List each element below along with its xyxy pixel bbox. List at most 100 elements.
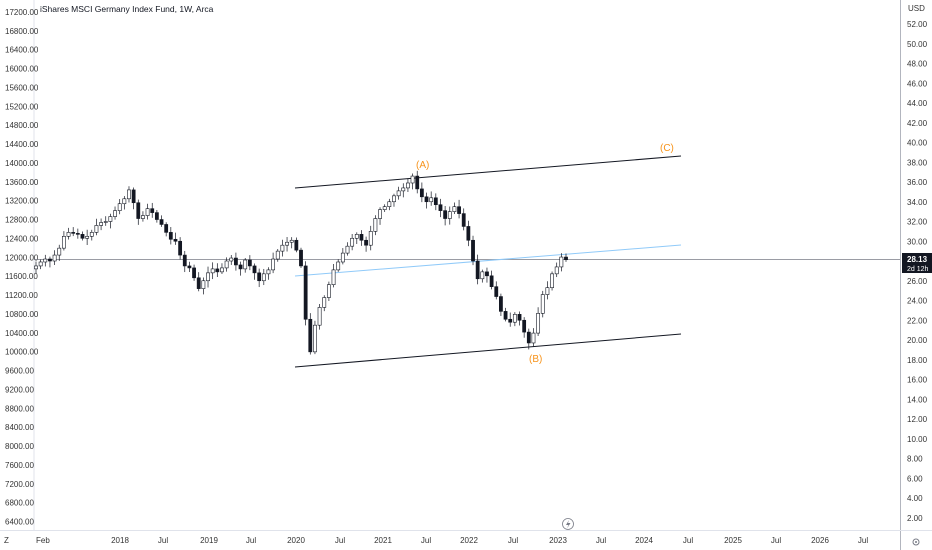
z-icon[interactable]: Z [4,536,9,545]
candle[interactable] [215,263,220,277]
candle[interactable] [475,254,480,285]
candle[interactable] [224,257,229,272]
candle[interactable] [564,253,568,262]
candle[interactable] [331,264,336,288]
candle[interactable] [99,218,103,231]
candle[interactable] [150,202,155,218]
candle[interactable] [127,186,131,203]
candle[interactable] [289,237,294,249]
candle[interactable] [517,311,522,326]
candle[interactable] [410,173,415,190]
candle[interactable] [192,264,196,281]
candle[interactable] [531,328,536,347]
candle[interactable] [238,261,243,276]
candle[interactable] [345,242,350,256]
candle[interactable] [485,267,489,283]
candle[interactable] [113,206,117,220]
candle[interactable] [433,193,438,211]
candle[interactable] [508,312,513,327]
candle[interactable] [108,213,113,229]
candle[interactable] [336,259,341,272]
candle[interactable] [522,317,527,338]
candle[interactable] [122,196,127,210]
candle[interactable] [252,263,257,280]
candle[interactable] [419,182,424,203]
candle[interactable] [406,178,410,192]
candle[interactable] [261,268,266,286]
candle[interactable] [141,211,145,222]
candle[interactable] [294,237,299,253]
candle[interactable] [178,237,183,260]
candle[interactable] [378,207,382,225]
candle[interactable] [229,255,234,265]
candle[interactable] [266,267,271,280]
candle[interactable] [457,199,461,219]
candle[interactable] [550,271,554,291]
candle[interactable] [201,277,206,295]
candle[interactable] [131,187,136,210]
candle[interactable] [168,227,173,245]
candle[interactable] [326,281,331,301]
candle[interactable] [145,203,150,220]
candle[interactable] [48,256,52,268]
candle[interactable] [280,239,285,257]
candle[interactable] [187,261,192,273]
candle[interactable] [61,231,66,251]
candles[interactable] [34,170,568,355]
candle[interactable] [373,215,378,236]
candle[interactable] [66,227,71,240]
candle[interactable] [489,270,494,290]
candle[interactable] [34,261,38,274]
candle[interactable] [89,229,94,241]
candle[interactable] [271,252,276,274]
candle[interactable] [275,249,280,262]
candle[interactable] [94,218,99,236]
candle[interactable] [322,295,327,312]
candle[interactable] [359,230,364,246]
candle[interactable] [85,229,90,246]
candle[interactable] [387,198,392,211]
candle[interactable] [503,307,508,322]
candle[interactable] [38,259,43,270]
candle[interactable] [234,252,238,271]
candle[interactable] [136,199,141,225]
candle[interactable] [340,248,345,265]
candle[interactable] [461,208,466,231]
candle[interactable] [438,198,443,218]
candle[interactable] [480,269,485,283]
candle[interactable] [540,290,545,318]
candle[interactable] [545,281,550,300]
settings-icon[interactable] [912,538,920,546]
candle[interactable] [285,237,289,252]
candle[interactable] [443,205,448,226]
candle[interactable] [164,222,169,237]
candle[interactable] [382,204,387,212]
candle[interactable] [173,232,178,245]
candle[interactable] [429,191,434,206]
candle[interactable] [526,328,531,350]
candle[interactable] [117,199,122,215]
candle[interactable] [257,268,262,288]
candle[interactable] [80,231,85,241]
candle[interactable] [159,215,164,227]
candle[interactable] [308,313,313,355]
candle[interactable] [196,272,201,292]
candle[interactable] [71,227,76,237]
candle[interactable] [299,247,303,269]
candle[interactable] [401,183,406,198]
candle[interactable] [364,236,368,252]
candle[interactable] [154,209,159,223]
candle[interactable] [554,262,559,278]
candle[interactable] [452,202,457,214]
candle[interactable] [499,293,503,316]
candle[interactable] [220,263,224,274]
chart-pane[interactable] [34,0,900,530]
candle[interactable] [103,216,108,226]
candle[interactable] [52,250,57,266]
candle[interactable] [354,232,359,244]
candle[interactable] [182,250,187,273]
candle[interactable] [350,233,355,251]
candle[interactable] [536,307,541,336]
candle[interactable] [75,228,80,239]
